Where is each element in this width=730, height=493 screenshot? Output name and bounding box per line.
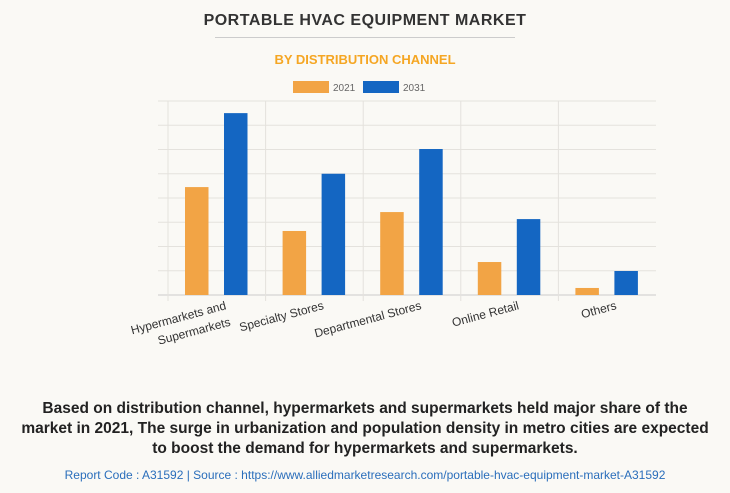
x-tick-label: Online Retail bbox=[450, 298, 520, 329]
legend-label-2031: 2031 bbox=[403, 83, 426, 94]
bar-2021-3 bbox=[477, 262, 502, 295]
bar-2031-4 bbox=[614, 270, 638, 295]
x-tick-label: Departmental Stores bbox=[313, 298, 423, 340]
bar-2021-1 bbox=[282, 230, 307, 295]
bar-2031-3 bbox=[516, 219, 541, 295]
bar-2021-2 bbox=[380, 212, 404, 295]
bar-2031-0 bbox=[224, 113, 248, 295]
bar-2031-2 bbox=[419, 149, 443, 295]
x-tick-label: Others bbox=[580, 298, 618, 321]
chart-title: PORTABLE HVAC EQUIPMENT MARKET bbox=[203, 12, 527, 29]
legend-swatch-2021 bbox=[293, 81, 329, 93]
legend-label-2021: 2021 bbox=[333, 83, 356, 94]
title-divider bbox=[215, 37, 515, 38]
source-line[interactable]: Report Code : A31592 | Source : https://… bbox=[64, 468, 666, 482]
bar-2031-1 bbox=[321, 173, 346, 295]
x-tick-label: Hypermarkets andSupermarkets bbox=[129, 298, 232, 353]
x-tick-label: Specialty Stores bbox=[238, 298, 325, 334]
bar-2021-4 bbox=[575, 287, 599, 295]
chart-subtitle: BY DISTRIBUTION CHANNEL bbox=[274, 52, 456, 67]
bar-chart: 2021 2031 Hypermarkets andSupermarkets Spec… bbox=[129, 81, 656, 353]
bar-2021-0 bbox=[185, 187, 209, 295]
chart-caption: Based on distribution channel, hypermark… bbox=[21, 400, 709, 457]
legend-swatch-2031 bbox=[363, 81, 399, 93]
